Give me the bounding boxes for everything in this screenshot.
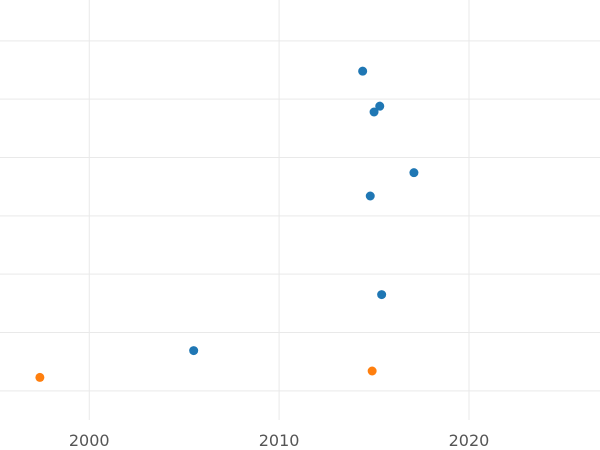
data-point-series1-6 xyxy=(377,290,387,300)
data-point-series1-5 xyxy=(365,191,375,201)
x-tick-label-2010: 2010 xyxy=(259,431,300,450)
data-point-series1-3 xyxy=(369,107,379,117)
x-tick-label-2020: 2020 xyxy=(449,431,490,450)
x-axis-ticks: 2000 2010 2020 xyxy=(69,431,489,450)
data-point-series1-2 xyxy=(375,101,385,111)
data-point-series1-1 xyxy=(358,66,368,76)
data-point-series2-1 xyxy=(35,372,45,382)
grid-lines xyxy=(0,0,600,420)
data-point-series1-4 xyxy=(409,168,419,178)
x-tick-label-2000: 2000 xyxy=(69,431,110,450)
data-points xyxy=(35,66,419,382)
data-point-series1-7 xyxy=(189,346,199,356)
data-point-series2-2 xyxy=(367,366,377,376)
